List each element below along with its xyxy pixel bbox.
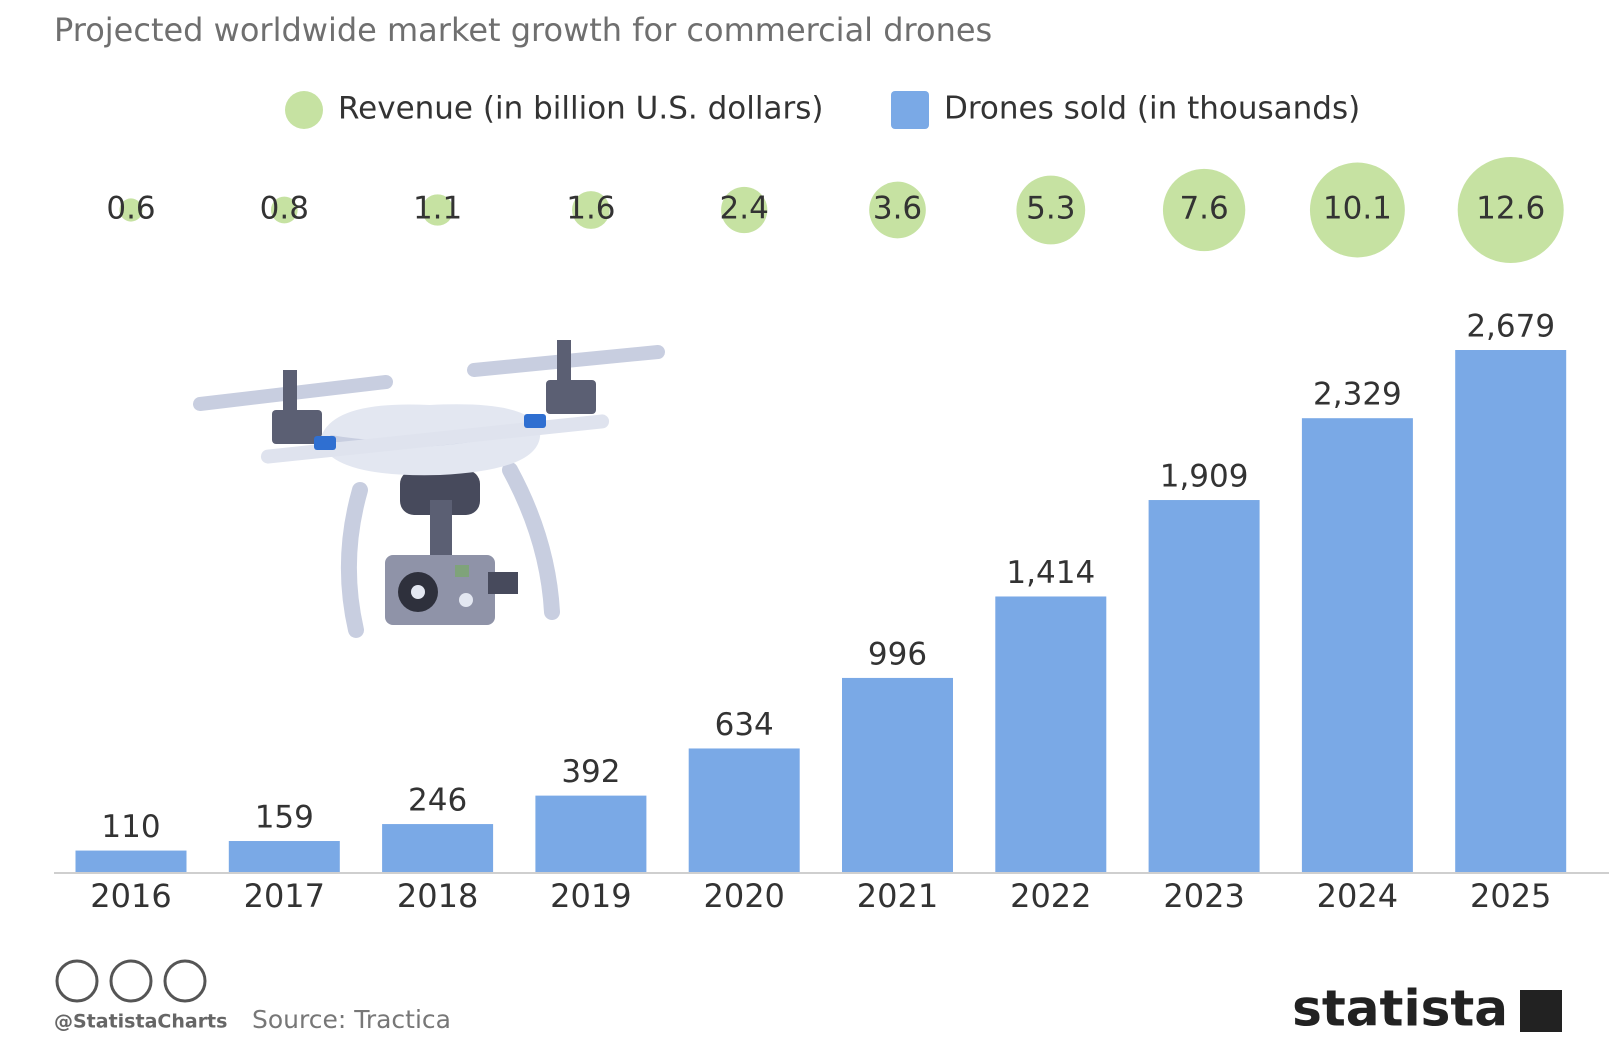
chart-title: Projected worldwide market growth for co… [54,11,992,49]
bubble [1162,168,1246,252]
data-label: 1.6 [566,191,615,227]
bar [688,748,800,872]
x-tick-label: 2016 [90,877,171,915]
bubble [572,191,610,229]
data-label: 1.1 [413,191,462,227]
x-tick-label: 2017 [244,877,325,915]
bar [535,795,647,872]
x-tick-label: 2025 [1470,877,1551,915]
data-label: 0.8 [260,191,309,227]
bar [842,677,953,872]
bar [1455,350,1567,872]
bubble [270,196,298,224]
data-label: 2.4 [720,191,769,227]
license-icons [55,959,207,1003]
bar [1148,500,1260,872]
bubble [119,198,143,222]
bubble [1016,175,1086,245]
data-label: 10.1 [1323,191,1392,227]
bar [75,850,187,872]
data-label: 2,679 [1466,309,1555,345]
data-label: 12.6 [1476,191,1545,227]
data-label: 3.6 [873,191,922,227]
data-label: 159 [255,800,314,836]
data-label: 110 [101,809,160,845]
x-tick-label: 2022 [1010,877,1091,915]
x-tick-label: 2023 [1163,877,1244,915]
legend-label: Revenue (in billion U.S. dollars) [338,91,823,127]
data-label: 1,414 [1006,555,1095,591]
x-tick-label: 2021 [857,877,938,915]
data-label: 392 [561,754,620,790]
data-label: 5.3 [1026,191,1075,227]
x-tick-label: 2019 [550,877,631,915]
data-label: 7.6 [1179,191,1228,227]
data-label: 996 [868,636,927,672]
x-tick-label: 2024 [1317,877,1398,915]
data-label: 2,329 [1313,377,1402,413]
bubble [869,181,926,239]
data-label: 634 [715,707,774,743]
source: Source: Tractica [252,1005,451,1034]
drone-illustration [193,340,665,638]
bar [228,841,340,872]
legend-label: Drones sold (in thousands) [944,91,1360,127]
data-label: 1,909 [1160,459,1249,495]
bubble [1457,157,1564,263]
credit: @StatistaCharts [54,1011,227,1033]
bubble [1309,162,1405,258]
bar [1301,418,1413,872]
bubble [421,194,454,226]
bubble [721,186,768,234]
brand-mark [1520,990,1562,1032]
brand-logo: statista [1292,980,1508,1038]
bar [995,596,1107,872]
x-tick-label: 2020 [703,877,784,915]
data-label: 0.6 [106,191,155,227]
bar [382,824,494,872]
legend-swatch [891,91,929,129]
x-tick-label: 2018 [397,877,478,915]
legend-swatch [285,91,323,129]
data-label: 246 [408,783,467,819]
